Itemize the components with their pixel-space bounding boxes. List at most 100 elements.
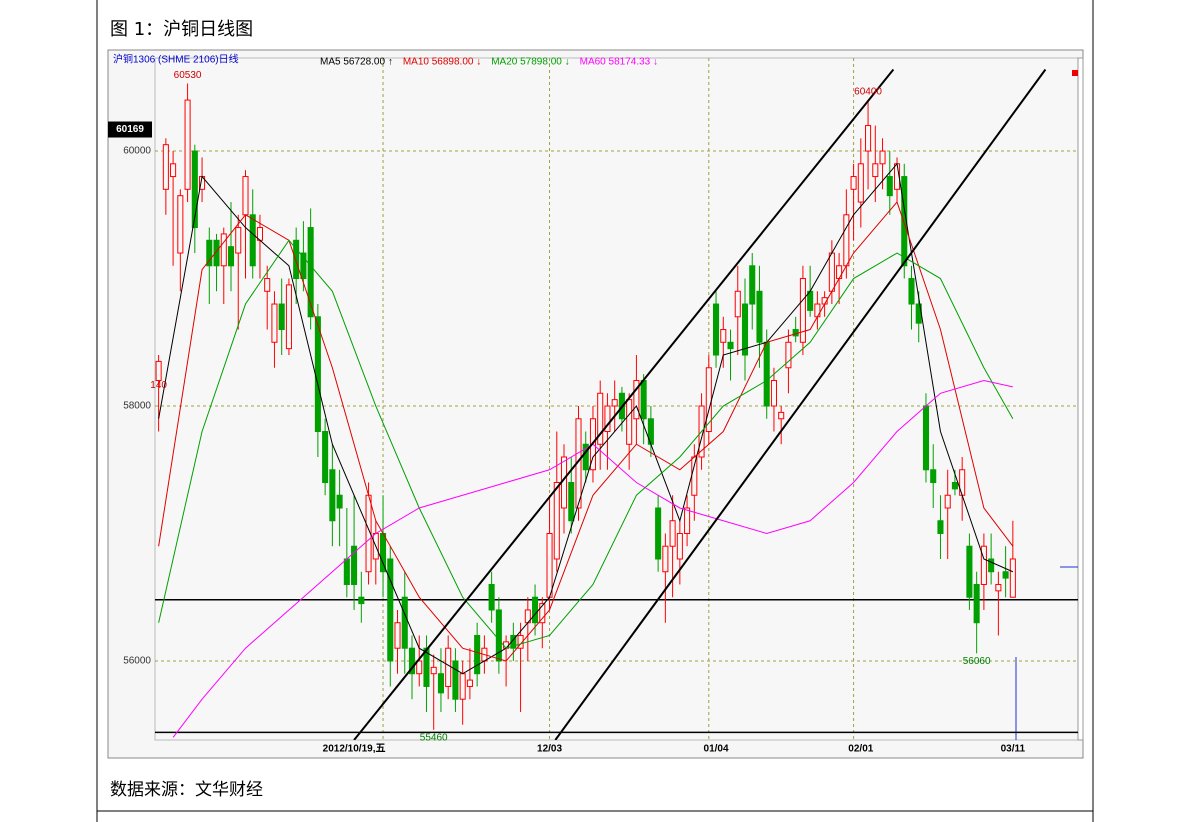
candle-body (676, 532, 683, 560)
candle-body (416, 660, 423, 675)
price-label: 56060 (963, 656, 991, 667)
candle-body (669, 520, 676, 547)
candle-body (886, 176, 893, 197)
y-tick-label: 56000 (123, 656, 151, 667)
candle-body (184, 99, 191, 190)
candle-body (799, 278, 806, 343)
candle-body (713, 303, 720, 356)
legend-entry: MA20 57898.00 ↓ (491, 57, 569, 68)
candle-body (293, 239, 300, 280)
candle-body (387, 558, 394, 662)
candle-body (995, 583, 1002, 592)
trend-line (554, 68, 1047, 740)
candle-body (770, 380, 777, 407)
candle-body (329, 469, 336, 522)
candle-body (285, 284, 292, 350)
candle-body (749, 265, 756, 305)
candle-body (546, 532, 553, 598)
candle-body (937, 520, 944, 534)
candle-body (1002, 571, 1009, 579)
candle-body (734, 290, 741, 318)
candle-body (785, 341, 792, 369)
candle-body (488, 583, 495, 611)
candle-body (430, 666, 437, 675)
candle-body (611, 399, 618, 407)
candle-body (655, 507, 662, 560)
candle-body (437, 673, 444, 694)
candle-body (539, 603, 546, 624)
candle-body (582, 443, 589, 471)
candle-body (843, 214, 850, 267)
candle-body (553, 481, 560, 560)
x-tick-label: 03/11 (1001, 744, 1026, 755)
candle-body (763, 341, 770, 407)
figure-title: 图 1：沪铜日线图 (110, 19, 253, 40)
candle-body (626, 399, 633, 445)
candle-body (684, 507, 691, 534)
candle-body (1009, 558, 1016, 598)
candle-body (828, 252, 835, 292)
candle-body (474, 634, 481, 675)
legend-entry: MA60 58174.33 ↓ (580, 57, 658, 68)
candle-body (662, 545, 669, 573)
candle-body (466, 679, 473, 687)
candle-body (495, 609, 502, 662)
x-tick-label: 2012/10/19,五 (323, 743, 386, 755)
candle-body (445, 647, 452, 687)
right-panel (1077, 57, 1084, 741)
candle-body (191, 150, 198, 229)
candle-body (459, 673, 466, 700)
candle-body (705, 367, 712, 433)
candle-body (778, 411, 785, 420)
candle-body (242, 176, 249, 216)
candle-body (177, 195, 184, 254)
candle-body (220, 233, 227, 267)
x-tick-label: 02/01 (848, 744, 873, 755)
candle-body (930, 469, 937, 483)
candle-body (691, 456, 698, 496)
candle-body (951, 481, 958, 490)
candle-body (213, 239, 220, 267)
candle-body (604, 405, 611, 433)
candle-body (633, 380, 640, 420)
candle-body (394, 622, 401, 649)
candle-body (872, 163, 879, 178)
y-tick-label: 60000 (123, 146, 151, 157)
plot-area (154, 57, 1079, 741)
candle-body (249, 214, 256, 267)
marker (1072, 70, 1078, 76)
candle-body (155, 360, 162, 382)
candle-body (814, 303, 821, 318)
candle-body (314, 316, 321, 433)
price-box-label: 60169 (116, 124, 144, 135)
moving-average (158, 162, 1014, 675)
candle-body (423, 647, 430, 687)
legend-entry: MA5 56728.00 ↑ (320, 57, 393, 68)
candle-body (879, 150, 886, 165)
candle-body (741, 303, 749, 356)
moving-average (158, 201, 1014, 662)
candle-body (944, 494, 951, 509)
price-label: 55460 (420, 732, 448, 743)
candle-body (264, 278, 271, 292)
x-tick-label: 01/04 (704, 744, 729, 755)
candle-body (206, 239, 213, 267)
candle-body (517, 634, 524, 649)
candle-body (401, 596, 408, 649)
candle-body (857, 163, 864, 203)
series-name: 沪铜1306 (SHME 2106)日线 (113, 53, 239, 66)
y-tick-label: 58000 (123, 401, 151, 412)
candle-body (597, 392, 604, 445)
candle-body (988, 558, 995, 573)
candle-body (343, 558, 350, 585)
candle-body (162, 144, 169, 190)
legend-entry: MA10 56898.00 ↓ (403, 57, 481, 68)
source-note: 数据来源：文华财经 (110, 780, 263, 800)
candle-body (980, 545, 987, 585)
candle-body (452, 660, 459, 700)
candle-body (640, 380, 647, 420)
price-label: 140 (150, 380, 167, 391)
candle-body (380, 532, 387, 573)
trend-line (353, 68, 895, 740)
